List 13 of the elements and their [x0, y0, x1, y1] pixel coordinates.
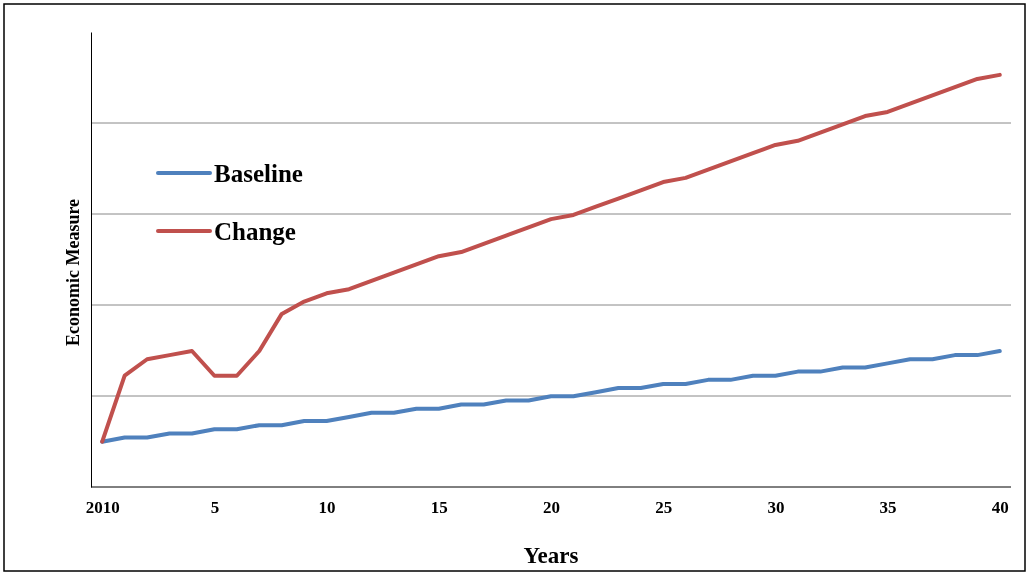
x-tick-label: 20: [543, 498, 560, 518]
x-tick-label: 35: [879, 498, 897, 518]
legend-label: Change: [214, 218, 296, 245]
x-axis-title: Years: [523, 543, 579, 568]
legend-label: Baseline: [214, 160, 303, 187]
x-tick-label: 5: [210, 498, 220, 518]
x-tick-label: 40: [991, 498, 1009, 518]
y-axis-title: Economic Measure: [63, 198, 83, 347]
x-tick-label: 10: [318, 498, 336, 518]
x-tick-label: 30: [767, 498, 785, 518]
x-tick-label: 2010: [85, 498, 120, 518]
x-tick-label: 15: [430, 498, 448, 518]
x-tick-label: 25: [655, 498, 673, 518]
